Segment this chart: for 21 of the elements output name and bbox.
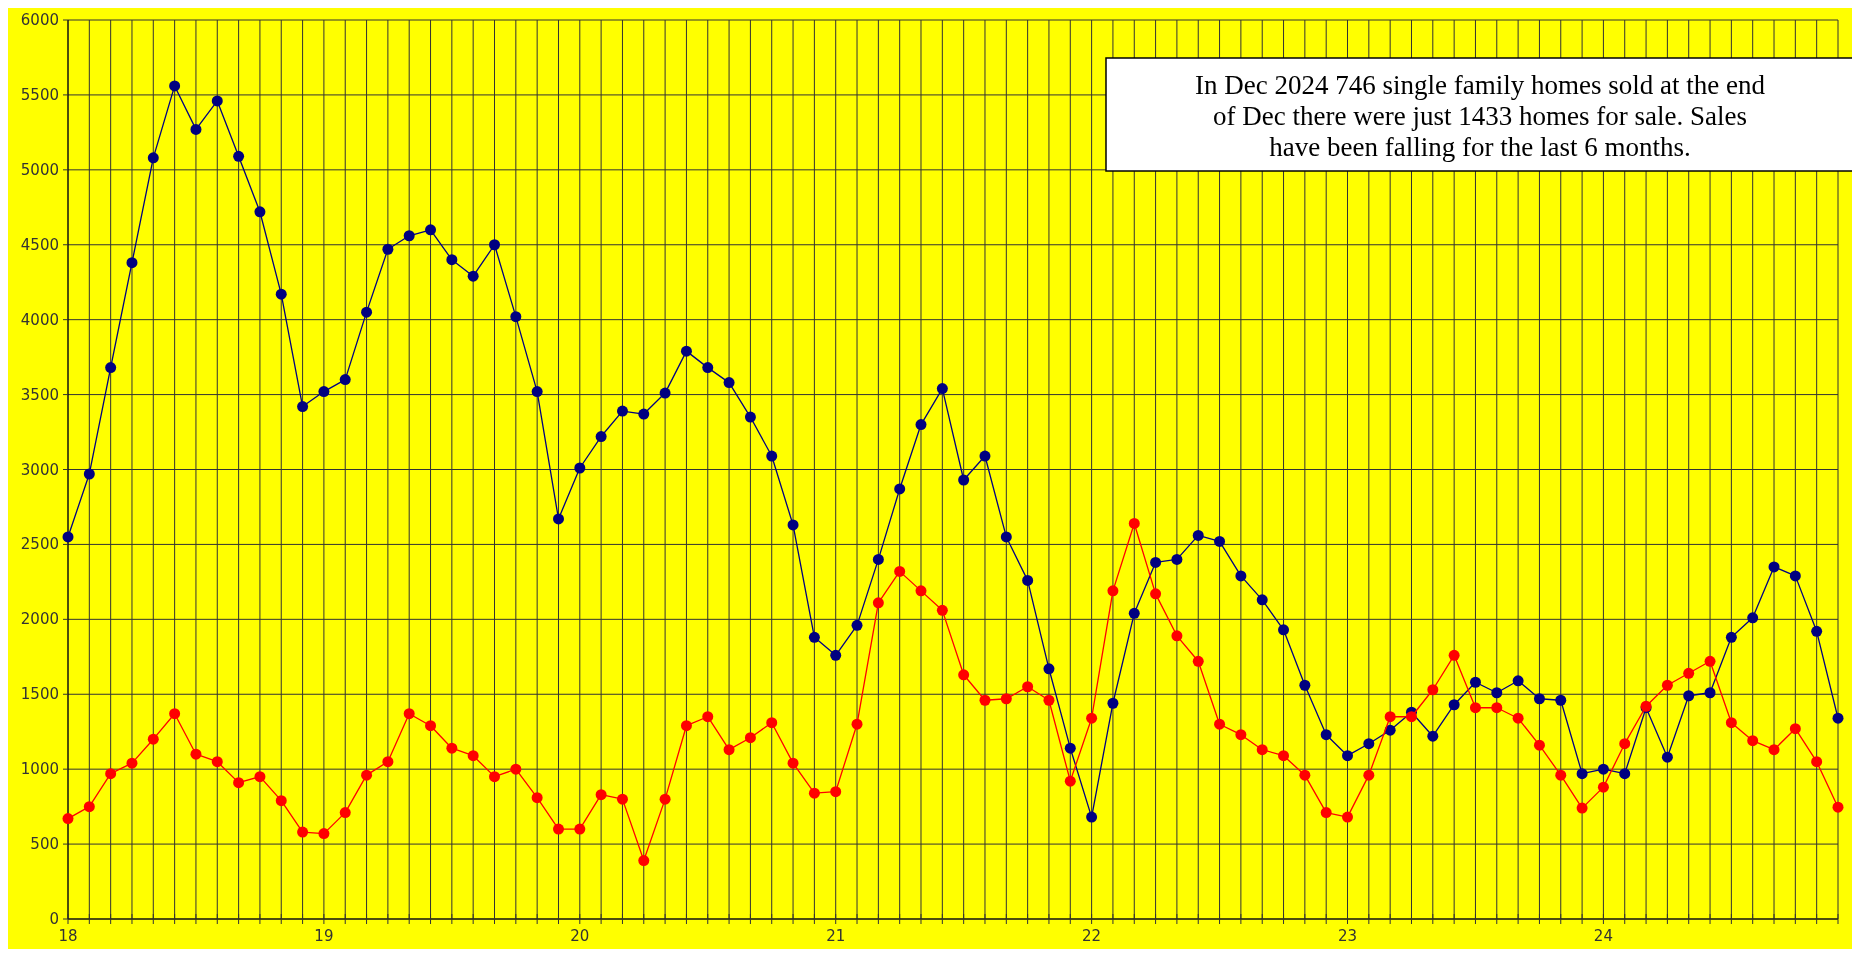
x-tick-label: 20	[570, 927, 590, 945]
y-tick-label: 4500	[20, 235, 59, 254]
x-tick-label: 23	[1337, 927, 1358, 945]
annotation: In Dec 2024 746 single family homes sold at the end of Dec there were just 1433 homes for sale. Sales have been falling for the last 6 months.	[1195, 70, 1766, 162]
y-tick-label: 5500	[20, 85, 59, 104]
y-tick-label: 6000	[20, 11, 59, 29]
x-tick-label: 21	[826, 927, 846, 945]
y-tick-label: 1500	[20, 685, 59, 704]
y-tick-label: 1000	[20, 760, 59, 779]
y-tick-label: 5000	[20, 160, 59, 179]
y-tick-label: 3000	[20, 460, 59, 479]
x-tick-label: 24	[1593, 927, 1613, 945]
y-tick-label: 2000	[20, 610, 59, 629]
x-tick-label: 22	[1082, 927, 1102, 945]
x-tick-label: 18	[58, 927, 78, 945]
y-tick-label: 3500	[20, 385, 59, 404]
y-tick-label: 0	[49, 910, 59, 928]
x-tick-label: 19	[314, 927, 334, 945]
y-tick-label: 4000	[20, 310, 59, 329]
y-tick-label: 2500	[20, 535, 59, 554]
y-tick-label: 500	[30, 835, 59, 854]
